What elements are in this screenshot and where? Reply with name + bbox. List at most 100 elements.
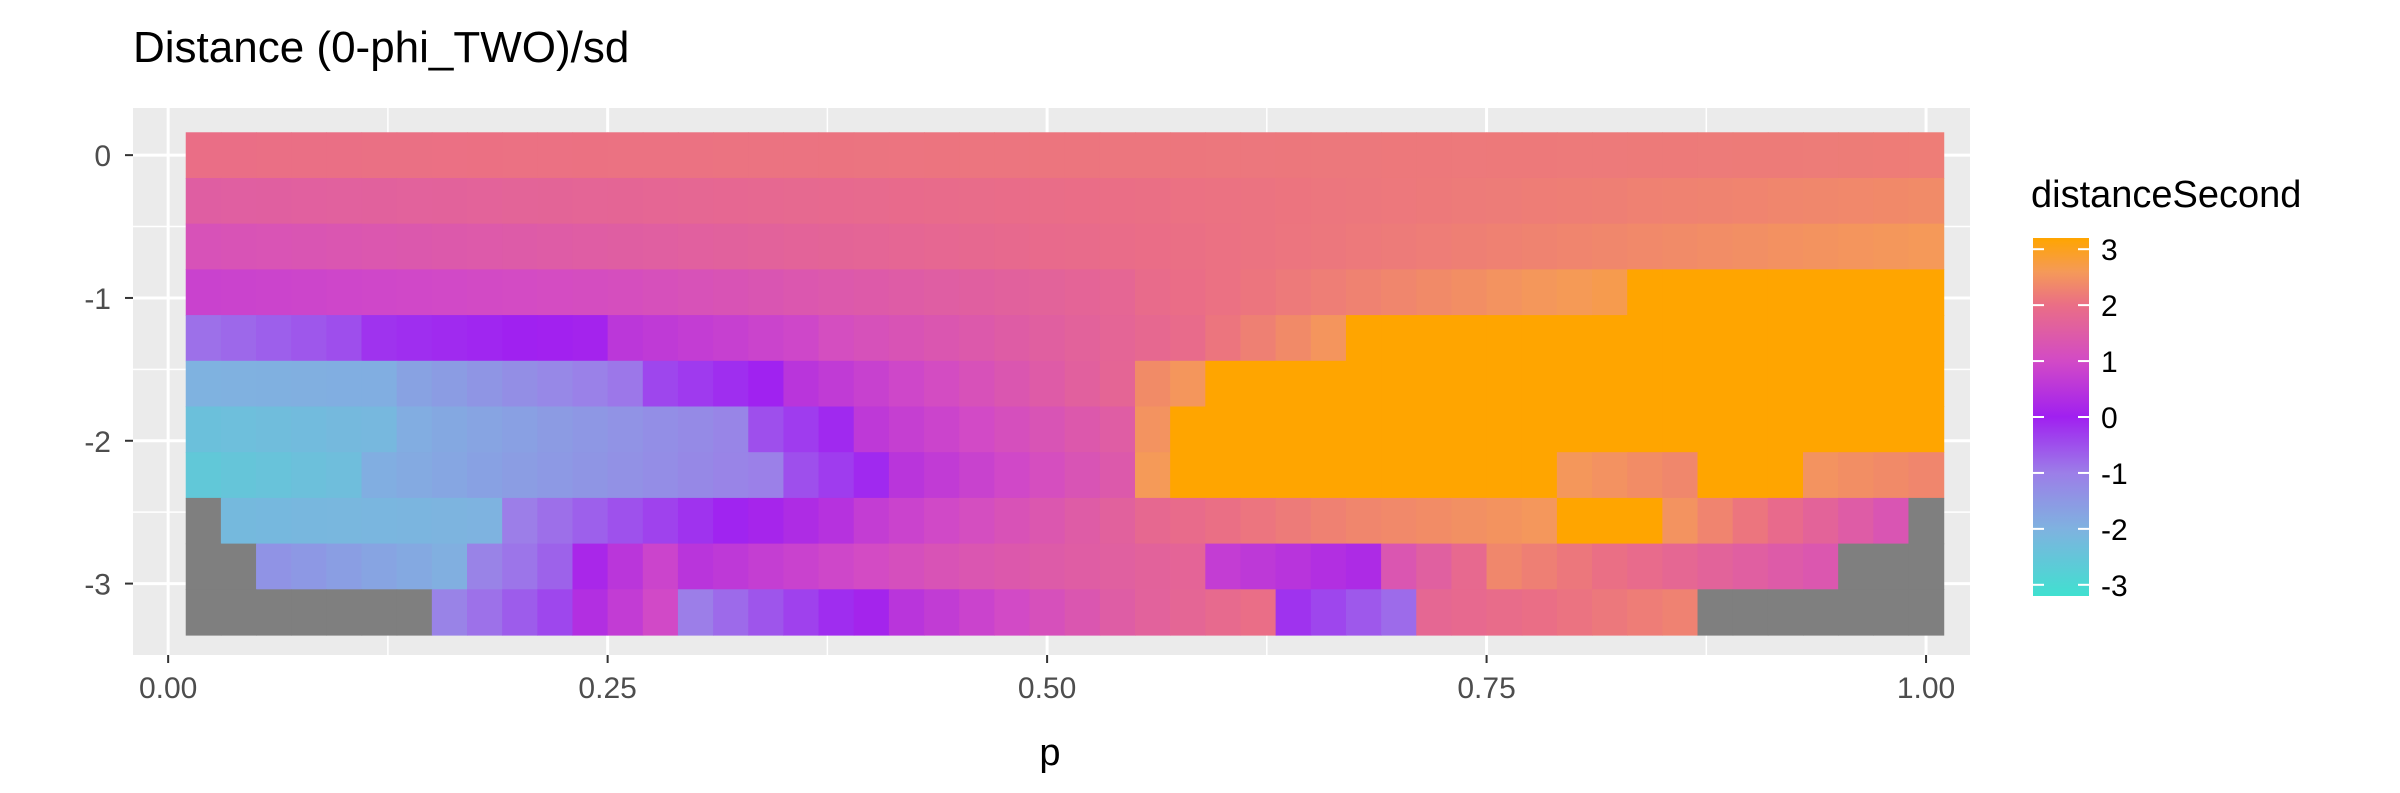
heatmap-tile (1662, 406, 1699, 453)
heatmap-tile (924, 223, 960, 270)
heatmap-tile (326, 177, 363, 225)
heatmap-tile (713, 452, 749, 499)
heatmap-tile (431, 543, 468, 590)
heatmap-tile (748, 269, 785, 316)
heatmap-tile (1908, 177, 1945, 225)
heatmap-tile (1240, 269, 1277, 316)
heatmap-tile (361, 452, 398, 499)
heatmap-tile (924, 177, 960, 225)
heatmap-tile (1345, 132, 1382, 179)
heatmap-tile (1803, 589, 1839, 636)
heatmap-tile (1275, 543, 1312, 590)
heatmap-tile (291, 589, 327, 636)
heatmap-tile (713, 406, 749, 453)
y-tick-label: -2 (84, 426, 111, 459)
heatmap-tile (959, 177, 995, 225)
heatmap-tile (1310, 406, 1347, 453)
heatmap-tile (1767, 497, 1804, 545)
heatmap-tile (1451, 223, 1488, 270)
heatmap-tile (783, 497, 820, 545)
heatmap-tile (291, 177, 327, 225)
heatmap-tile (1099, 406, 1136, 453)
heatmap-tile (1381, 177, 1417, 225)
y-tick-label: -3 (84, 569, 111, 602)
heatmap-tile (1205, 360, 1242, 408)
heatmap-tile (467, 543, 503, 590)
heatmap-tile (1170, 223, 1206, 270)
heatmap-tile (748, 223, 785, 270)
heatmap-tile (1732, 452, 1769, 499)
heatmap-tile (1803, 452, 1839, 499)
heatmap-tile (396, 497, 433, 545)
heatmap-tile (1099, 132, 1136, 179)
heatmap-tile (467, 223, 503, 270)
heatmap-tile (1908, 406, 1945, 453)
heatmap-tile (361, 360, 398, 408)
heatmap-tile (396, 543, 433, 590)
heatmap-tile (1767, 223, 1804, 270)
heatmap-tile (431, 360, 468, 408)
heatmap-tile (1205, 497, 1242, 545)
heatmap-tile (1908, 223, 1945, 270)
heatmap-tile (1451, 360, 1488, 408)
y-axis: 0 -1 -2 -3 (84, 140, 133, 602)
heatmap-tile (1592, 223, 1628, 270)
heatmap-tile (959, 132, 995, 179)
heatmap-tile (361, 315, 398, 362)
heatmap-tile (1521, 589, 1558, 636)
heatmap-tile (642, 269, 679, 316)
heatmap-tile (1767, 315, 1804, 362)
heatmap-tile (1521, 223, 1558, 270)
heatmap-tile (431, 406, 468, 453)
heatmap-tile (677, 406, 714, 453)
heatmap-tile (1662, 223, 1699, 270)
heatmap-tile (1838, 452, 1874, 499)
heatmap-tile (361, 406, 398, 453)
heatmap-tile (1416, 223, 1453, 270)
heatmap-tile (1662, 543, 1699, 590)
heatmap-tile (1451, 589, 1488, 636)
heatmap-tile (1486, 177, 1523, 225)
heatmap-tile (888, 543, 925, 590)
heatmap-tile (888, 452, 925, 499)
heatmap-tile (1240, 589, 1277, 636)
heatmap-tile (1838, 497, 1874, 545)
heatmap-tile (1767, 543, 1804, 590)
heatmap-tile (256, 589, 292, 636)
heatmap-tile (396, 315, 433, 362)
heatmap-tile (396, 132, 433, 179)
heatmap-tile (1381, 497, 1417, 545)
heatmap-tile (713, 223, 749, 270)
heatmap-tile (783, 589, 820, 636)
heatmap-tile (1099, 452, 1136, 499)
heatmap-tile (1838, 589, 1874, 636)
heatmap-tile (572, 406, 609, 453)
heatmap-tile (572, 177, 609, 225)
heatmap-tile (1029, 315, 1066, 362)
heatmap-tile (677, 543, 714, 590)
heatmap-tile (1275, 360, 1312, 408)
heatmap-tile (1592, 132, 1628, 179)
heatmap-tile (1381, 452, 1417, 499)
heatmap-tile (1345, 360, 1382, 408)
heatmap-tile (1345, 269, 1382, 316)
heatmap-tile (467, 132, 503, 179)
heatmap-tile (853, 497, 890, 545)
heatmap-tile (1416, 360, 1453, 408)
heatmap-tile (853, 315, 890, 362)
heatmap-tile (1345, 223, 1382, 270)
heatmap-tile (607, 406, 644, 453)
heatmap-tile (818, 406, 855, 453)
heatmap-tile (1592, 452, 1628, 499)
heatmap-tile (1170, 315, 1206, 362)
heatmap-tile (431, 589, 468, 636)
heatmap-tile (185, 269, 222, 316)
heatmap-tile (959, 223, 995, 270)
heatmap-tile (1451, 177, 1488, 225)
heatmap-tile (853, 406, 890, 453)
heatmap-tile (220, 589, 257, 636)
heatmap-tile (291, 360, 327, 408)
heatmap-tile (1416, 132, 1453, 179)
heatmap-tile (607, 132, 644, 179)
